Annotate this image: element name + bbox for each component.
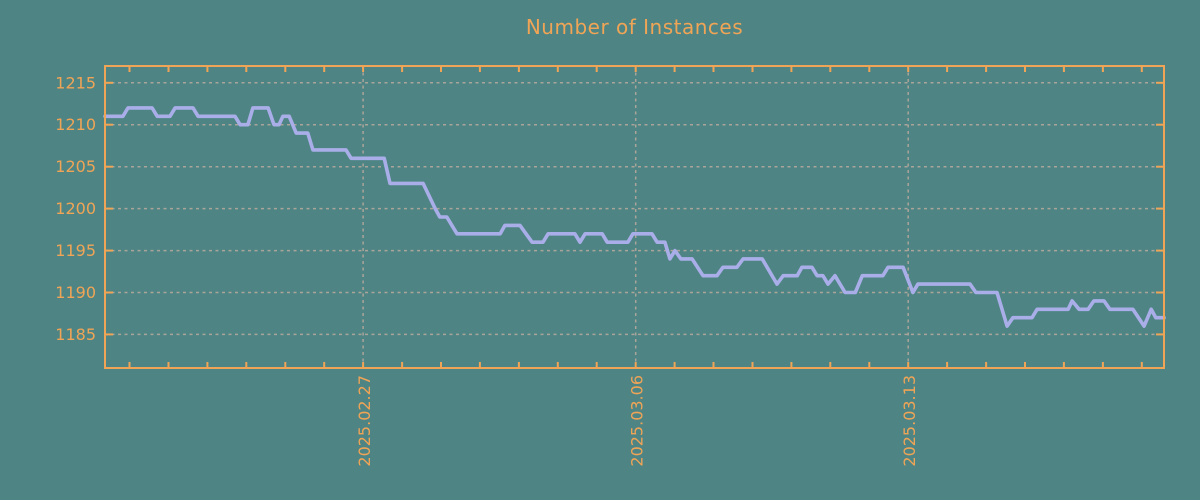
- series-line-instances: [103, 106, 1166, 328]
- x-tick-label: 2025.02.27: [355, 375, 374, 467]
- plot-border: [104, 65, 1165, 369]
- y-tick-label: 1195: [55, 241, 96, 260]
- y-tick-label: 1190: [55, 283, 96, 302]
- y-tick-label: 1185: [55, 325, 96, 344]
- chart-title: Number of Instances: [525, 15, 744, 39]
- x-tick-label: 2025.03.06: [628, 375, 647, 467]
- y-tick-label: 1210: [55, 115, 96, 134]
- y-tick-label: 1205: [55, 157, 96, 176]
- y-tick-label: 1215: [55, 73, 96, 92]
- x-tick-label: 2025.03.13: [900, 375, 919, 467]
- y-tick-label: 1200: [55, 199, 96, 218]
